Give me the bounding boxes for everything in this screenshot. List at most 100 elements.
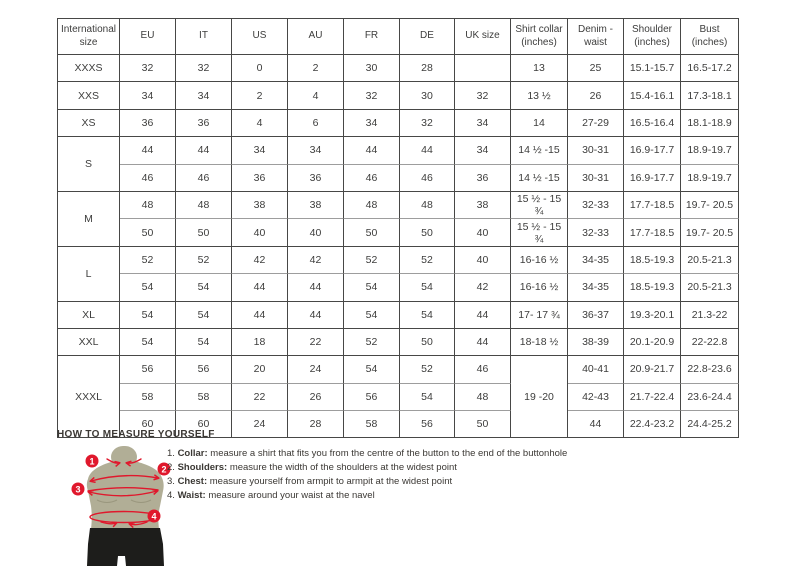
measure-instructions-list: 1. Collar: measure a shirt that fits you… [167,447,647,503]
column-header: Shoulder (inches) [624,19,681,55]
value-cell: 20.9-21.7 [624,356,681,384]
value-cell: 54 [400,274,455,302]
value-cell: 44 [455,301,511,329]
measurement-lines [88,458,158,525]
value-cell: 38-39 [568,328,624,357]
value-cell: 56 [120,356,176,384]
value-cell: 18 [232,328,288,357]
value-cell: 22-22.8 [681,328,739,357]
value-cell: 58 [176,383,232,412]
value-cell: 58 [120,383,176,412]
value-cell: 32 [344,82,400,110]
value-cell: 40 [232,219,288,247]
value-cell: 27-29 [568,109,624,138]
value-cell: 0 [232,55,288,83]
table-row: XXS 34 34 2 4 32 30 32 13 ½ 26 15.4-16.1 17.3-18.1 [58,82,739,110]
size-label-cell: XS [58,109,120,138]
value-cell: 56 [400,411,455,439]
value-cell: 21.7-22.4 [624,383,681,412]
value-cell: 34 [232,137,288,165]
value-cell: 44 [232,274,288,302]
table-row: S 44 44 34 34 44 44 34 14 ½ -15 30-31 16.9-17.7 18.… [58,137,739,192]
value-cell: 48 [400,191,455,220]
mannequin-illustration: 1 2 3 4 [71,446,171,566]
value-cell: 56 [344,383,400,412]
value-cell: 38 [455,191,511,220]
size-label-cell: L [58,246,120,302]
value-cell: 44 [288,274,344,302]
value-cell: 25 [568,55,624,83]
value-cell: 50 [120,219,176,247]
size-conversion-table: International size EU IT US AU FR DE UK size Shi… [57,18,739,439]
value-cell: 52 [400,356,455,384]
value-cell: 32-33 [568,191,624,220]
value-cell: 48 [455,383,511,412]
value-cell: 44 [176,137,232,165]
value-cell: 50 [176,219,232,247]
value-cell: 46 [455,356,511,384]
size-label-cell: XXS [58,82,120,110]
value-cell: 23.6-24.4 [681,383,739,412]
waist-marker-number: 4 [151,511,156,521]
value-cell: 18.5-19.3 [624,246,681,275]
table-row: 60 60 24 28 58 56 50 44 22.4-23.2 24.4-25.2 [58,411,739,439]
table-row: XS 36 36 4 6 34 32 34 14 27-29 16.5-16.4 18.1-18.9 [58,109,739,138]
value-cell: 2 [232,82,288,110]
value-cell: 4 [232,109,288,138]
value-cell: 16.9-17.7 [624,137,681,165]
value-cell: 6 [288,109,344,138]
value-cell: 36-37 [568,301,624,329]
value-cell: 46 [120,164,176,192]
value-cell: 42 [288,246,344,275]
value-cell: 54 [120,328,176,357]
value-cell: 44 [120,137,176,165]
value-cell: 13 [511,55,568,83]
value-cell: 48 [120,191,176,220]
value-cell: 54 [120,301,176,329]
value-cell: 2 [288,55,344,83]
column-header: FR [344,19,400,55]
value-cell: 24 [288,356,344,384]
value-cell: 17.3-18.1 [681,82,739,110]
value-cell: 54 [400,383,455,412]
table-row: XXXL 56 56 20 24 54 52 46 19 -20 40-41 20.9-21.7 22… [58,356,739,439]
value-cell: 50 [455,411,511,439]
table-row: 54 54 44 44 54 54 42 16-16 ½ 34-35 18.5-19.3 20.5-… [58,274,739,302]
column-header: Denim - waist [568,19,624,55]
table-row: M 48 48 38 38 48 48 38 15 ½ - 15 ¾ 32-33 17.7-18.5… [58,191,739,247]
value-cell: 36 [288,164,344,192]
measure-instruction: 1. Collar: measure a shirt that fits you… [167,448,568,459]
column-header: Bust (inches) [681,19,739,55]
table-row: XXXS 32 32 0 2 30 28 13 25 15.1-15.7 16.5-17.2 [58,55,739,83]
value-cell: 19.3-20.1 [624,301,681,329]
value-cell: 18.9-19.7 [681,164,739,192]
value-cell: 48 [176,191,232,220]
size-label-cell: XL [58,301,120,329]
value-cell: 34-35 [568,274,624,302]
table-row: XL 54 54 44 44 54 54 44 17- 17 ¾ 36-37 19.3-20.1 21… [58,301,739,329]
value-cell: 24.4-25.2 [681,411,739,439]
value-cell: 60 [120,411,176,439]
size-label-cell: M [58,191,120,247]
value-cell: 40-41 [568,356,624,384]
value-cell: 52 [120,246,176,275]
value-cell: 17.7-18.5 [624,191,681,220]
value-cell: 44 [455,328,511,357]
column-header: Shirt collar (inches) [511,19,568,55]
value-cell: 42 [455,274,511,302]
shorts-shape [87,528,164,566]
value-cell: 44 [232,301,288,329]
value-cell: 17.7-18.5 [624,219,681,247]
value-cell: 14 ½ -15 [511,137,568,165]
value-cell: 52 [344,246,400,275]
value-cell: 40 [455,246,511,275]
value-cell: 46 [400,164,455,192]
column-header: UK size [455,19,511,55]
value-cell: 14 [511,109,568,138]
table-header-row: International size EU IT US AU FR DE UK size Shi… [58,19,739,55]
value-cell: 44 [568,411,624,439]
size-label-cell: S [58,137,120,192]
value-cell: 16.5-16.4 [624,109,681,138]
value-cell: 54 [120,274,176,302]
value-cell: 26 [568,82,624,110]
